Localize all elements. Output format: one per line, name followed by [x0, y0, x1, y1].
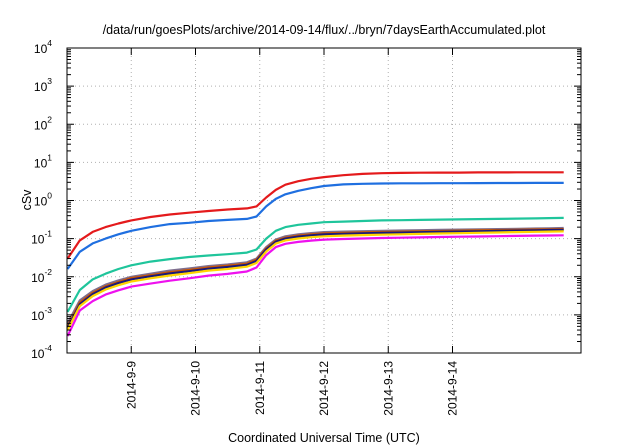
x-axis: 2014-9-9 2014-9-10 2014-9-11 2014-9-12 2014-… — [124, 48, 460, 416]
y-tick-label: 101 — [34, 152, 52, 170]
y-tick-label: 10-4 — [31, 343, 52, 361]
y-tick-label: 10-2 — [31, 267, 52, 285]
series-line-7 — [67, 230, 564, 331]
chart-title: /data/run/goesPlots/archive/2014-09-14/f… — [103, 23, 546, 37]
y-tick-label: 10-1 — [31, 229, 52, 247]
y-tick-label: 10-3 — [31, 305, 52, 323]
x-tick-label: 2014-9-9 — [124, 361, 138, 409]
x-tick-label: 2014-9-10 — [189, 361, 203, 416]
y-axis-label: cSv — [20, 189, 34, 211]
x-tick-label: 2014-9-11 — [253, 361, 267, 415]
x-tick-label: 2014-9-12 — [317, 361, 331, 416]
grid — [67, 48, 581, 353]
y-tick-label: 102 — [34, 114, 52, 132]
x-tick-label: 2014-9-14 — [446, 361, 460, 416]
series-line-1 — [67, 171, 564, 260]
y-tick-label: 100 — [34, 191, 52, 209]
y-axis: 10-4 10-3 10-2 10-1 100 101 102 103 104 — [31, 38, 581, 361]
x-tick-label: 2014-9-13 — [381, 361, 395, 416]
y-tick-label: 103 — [34, 76, 52, 94]
y-tick-label: 104 — [34, 38, 52, 56]
x-axis-label: Coordinated Universal Time (UTC) — [228, 431, 420, 445]
series-line-6 — [67, 228, 564, 329]
series-layer — [67, 171, 564, 337]
series-line-2 — [67, 181, 564, 270]
series-line-8 — [67, 234, 564, 337]
series-line-3 — [67, 216, 564, 313]
